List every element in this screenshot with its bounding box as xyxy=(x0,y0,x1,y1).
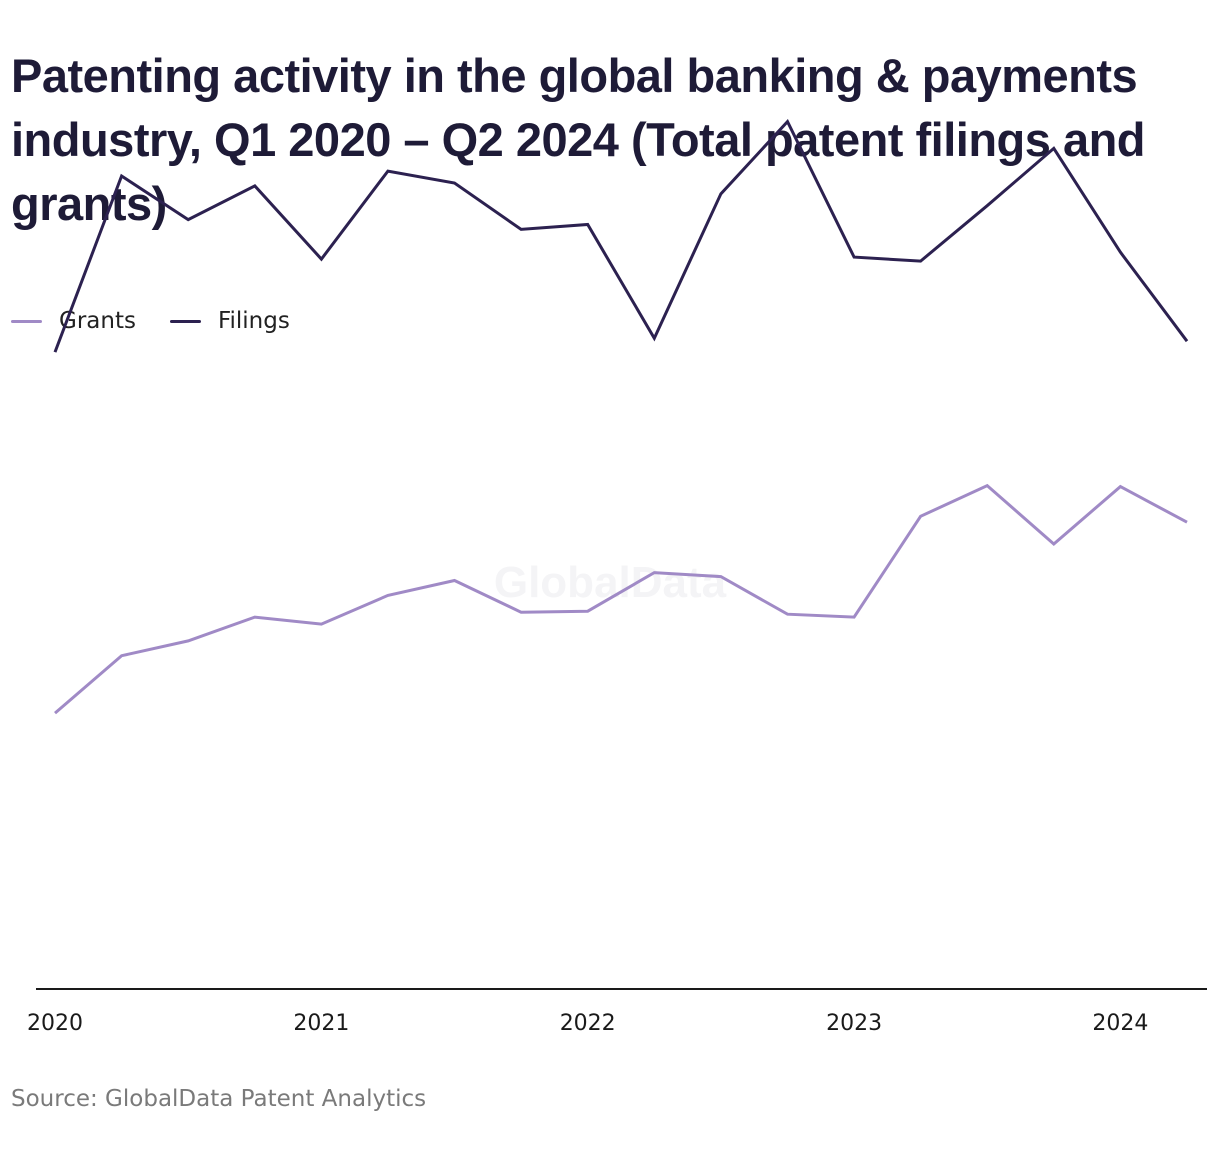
legend-label-filings: Filings xyxy=(217,308,290,334)
legend-item-grants: Grants xyxy=(11,308,136,334)
x-tick-label: 2022 xyxy=(560,1011,616,1036)
x-axis-ticks: 2020 2021 2022 2023 2024 xyxy=(27,1011,1148,1036)
legend-label-grants: Grants xyxy=(59,308,136,334)
x-tick-label: 2023 xyxy=(826,1011,882,1036)
x-tick-label: 2021 xyxy=(293,1011,349,1036)
x-tick-label: 2020 xyxy=(27,1011,83,1036)
chart-title: Patenting activity in the global banking… xyxy=(11,49,1146,230)
legend-swatch-filings xyxy=(169,319,201,323)
series-line-grants xyxy=(54,483,1188,715)
legend-item-filings: Filings xyxy=(169,308,290,334)
legend-swatch-grants xyxy=(11,319,42,323)
source-note: Source: GlobalData Patent Analytics xyxy=(11,1086,427,1112)
series-line-filings xyxy=(53,118,1189,353)
series-layer xyxy=(53,118,1189,715)
legend: Grants Filings xyxy=(11,306,324,336)
x-tick-label: 2024 xyxy=(1092,1011,1148,1036)
